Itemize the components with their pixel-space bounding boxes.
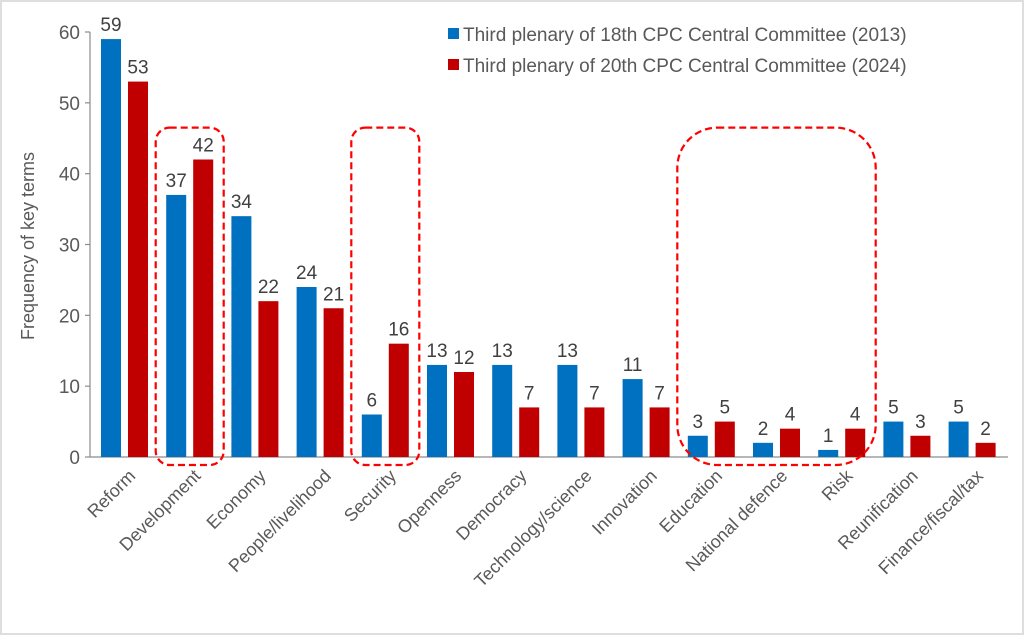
data-label: 1 [823, 426, 834, 447]
bar-2013 [753, 442, 773, 457]
data-label: 2 [758, 419, 769, 440]
highlight-boxes [154, 126, 877, 467]
data-label: 4 [850, 405, 861, 426]
legend: Third plenary of 18th CPC Central Commit… [448, 25, 907, 77]
data-label: 24 [296, 263, 318, 284]
category-label: Innovation [588, 466, 661, 539]
bar-2024 [519, 407, 540, 457]
bar-2013 [687, 435, 708, 457]
bar-2013 [948, 421, 969, 457]
data-label: 53 [127, 58, 148, 79]
category-label: Technology/science [470, 466, 595, 591]
data-label: 37 [166, 171, 187, 192]
y-tick-label: 10 [59, 377, 80, 398]
bar-2013 [427, 364, 447, 457]
data-label: 34 [231, 192, 253, 213]
legend-swatch-2024 [448, 59, 459, 70]
bar-2013 [101, 39, 121, 457]
highlight-box [676, 126, 877, 467]
data-label: 5 [720, 398, 731, 419]
bar-2024 [388, 343, 409, 457]
category-label: Economy [203, 466, 270, 533]
category-label: Education [655, 466, 726, 537]
highlight-box [154, 126, 225, 467]
category-label: Risk [818, 465, 858, 505]
data-label: 4 [785, 405, 796, 426]
data-label: 42 [193, 136, 214, 157]
bar-2013 [622, 379, 643, 457]
category-label: Security [340, 466, 400, 526]
bar-2024 [975, 442, 996, 457]
bar-2013 [883, 421, 904, 457]
data-label: 3 [693, 412, 704, 433]
data-label: 13 [557, 341, 578, 362]
bar-2013 [492, 364, 513, 457]
data-label: 5 [953, 398, 964, 419]
bar-2013 [557, 364, 578, 457]
data-label: 22 [258, 277, 279, 298]
bar-2024 [323, 308, 344, 457]
y-tick-label: 50 [59, 94, 80, 115]
data-label: 7 [589, 383, 600, 404]
y-tick-label: 0 [69, 448, 80, 469]
bars [101, 39, 996, 457]
category-labels: ReformDevelopmentEconomyPeople/livelihoo… [83, 465, 986, 591]
data-label: 6 [367, 391, 378, 412]
data-label: 12 [453, 348, 474, 369]
bar-2024 [454, 372, 474, 457]
bar-2024 [258, 301, 279, 457]
data-label: 7 [524, 383, 535, 404]
bar-2024 [128, 81, 148, 457]
legend-label-2024: Third plenary of 20th CPC Central Commit… [463, 56, 907, 77]
data-label: 7 [654, 383, 665, 404]
data-label: 21 [323, 284, 344, 305]
data-label: 13 [426, 341, 447, 362]
y-tick-label: 40 [59, 165, 80, 186]
data-label: 59 [100, 15, 121, 36]
bar-2024 [780, 428, 800, 457]
bar-2013 [818, 449, 839, 457]
y-axis-title: Frequency of key terms [18, 152, 38, 340]
bar-2024 [193, 159, 214, 457]
y-tick-label: 30 [59, 236, 80, 257]
bar-2024 [845, 428, 866, 457]
data-label: 11 [623, 355, 643, 376]
bar-2024 [584, 407, 605, 457]
data-label: 13 [492, 341, 513, 362]
data-label: 16 [388, 320, 409, 341]
y-tick-label: 60 [59, 23, 80, 44]
bar-2024 [649, 407, 670, 457]
legend-swatch-2013 [448, 28, 459, 39]
bar-2013 [166, 194, 187, 457]
bar-2024 [910, 435, 931, 457]
data-label: 5 [888, 398, 899, 419]
bar-2013 [231, 216, 252, 457]
bar-2024 [714, 421, 735, 457]
data-label: 3 [915, 412, 926, 433]
highlight-box [350, 126, 421, 467]
data-label: 2 [980, 419, 991, 440]
bar-2013 [361, 414, 382, 457]
bar-2013 [296, 287, 317, 457]
legend-label-2013: Third plenary of 18th CPC Central Commit… [463, 25, 907, 46]
category-label: Reform [83, 466, 139, 522]
y-tick-label: 20 [59, 306, 80, 327]
